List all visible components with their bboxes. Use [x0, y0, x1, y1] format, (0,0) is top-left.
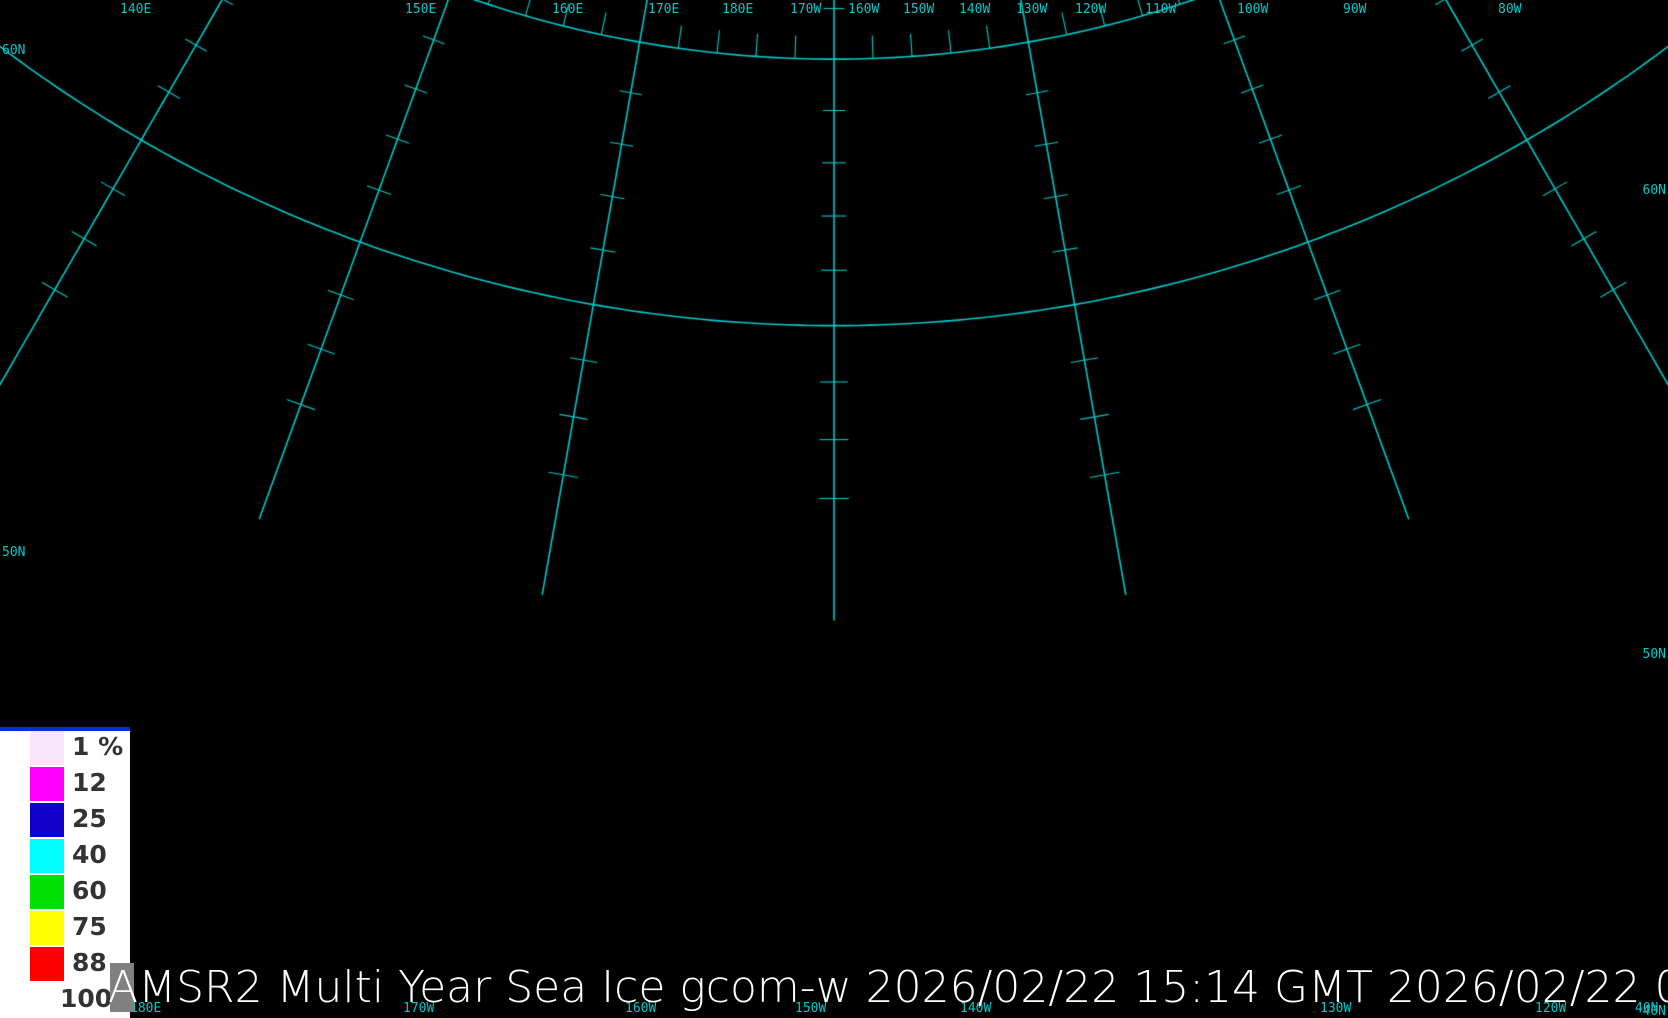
graticule-label: 50N: [1642, 647, 1666, 662]
legend-value-label: 100: [60, 984, 113, 1013]
graticule-label: 60N: [1642, 183, 1666, 198]
graticule-label: 90W: [1343, 2, 1367, 17]
graticule-label: 180E: [130, 1001, 162, 1016]
sea-ice-concentration-legend: 1 % 12 25 40 60 75 88 100: [0, 727, 130, 1018]
legend-color-swatch: [30, 767, 64, 801]
legend-entry: 40: [0, 839, 130, 875]
graticule-label: 120W: [1075, 2, 1107, 17]
graticule-label: 180E: [722, 2, 754, 17]
legend-entry: 75: [0, 911, 130, 947]
title-highlight-block: [110, 963, 134, 1012]
legend-color-swatch: [30, 839, 64, 873]
legend-entry: 1 %: [0, 731, 130, 767]
graticule-label: 140E: [120, 2, 152, 17]
legend-entry: 60: [0, 875, 130, 911]
graticule-label: 130W: [1016, 2, 1048, 17]
legend-entry: 100: [0, 983, 130, 1018]
legend-value-label: 1 %: [72, 732, 124, 761]
graticule-label: 110W: [1145, 2, 1177, 17]
legend-value-label: 25: [72, 804, 107, 833]
graticule-label: 160W: [625, 1001, 657, 1016]
graticule-label: 130W: [1320, 1001, 1352, 1016]
graticule-label: 150W: [903, 2, 935, 17]
graticule-label: 100W: [1237, 2, 1269, 17]
graticule-label: 140W: [960, 1001, 992, 1016]
legend-entry: 88: [0, 947, 130, 983]
graticule-label: 160W: [848, 2, 880, 17]
graticule-label: 80W: [1498, 2, 1522, 17]
graticule-label: 170W: [790, 2, 822, 17]
graticule-label: 40N: [1635, 1001, 1659, 1016]
graticule-label: 140W: [959, 2, 991, 17]
legend-color-swatch: [30, 803, 64, 837]
legend-entry: 25: [0, 803, 130, 839]
legend-value-label: 40: [72, 840, 107, 869]
legend-color-swatch: [30, 911, 64, 945]
legend-value-label: 75: [72, 912, 107, 941]
graticule-label: 170W: [403, 1001, 435, 1016]
legend-color-swatch: [30, 731, 64, 765]
legend-value-label: 60: [72, 876, 107, 905]
page-title: AMSR2 Multi Year Sea Ice gcom-w 2026/02/…: [108, 962, 1668, 1013]
legend-color-swatch: [30, 875, 64, 909]
legend-value-label: 12: [72, 768, 107, 797]
graticule-label: 160E: [552, 2, 584, 17]
graticule-label: 150W: [795, 1001, 827, 1016]
graticule-label: 120W: [1535, 1001, 1567, 1016]
graticule-label: 50N: [2, 545, 26, 560]
title-bar: AMSR2 Multi Year Sea Ice gcom-w 2026/02/…: [0, 960, 1668, 1018]
graticule-label: 60N: [2, 43, 26, 58]
legend-entry: 12: [0, 767, 130, 803]
graticule-label: 40N: [1642, 1004, 1666, 1018]
legend-value-label: 88: [72, 948, 107, 977]
graticule-label: 150E: [405, 2, 437, 17]
legend-color-swatch: [30, 947, 64, 981]
graticule-label: 170E: [648, 2, 680, 17]
